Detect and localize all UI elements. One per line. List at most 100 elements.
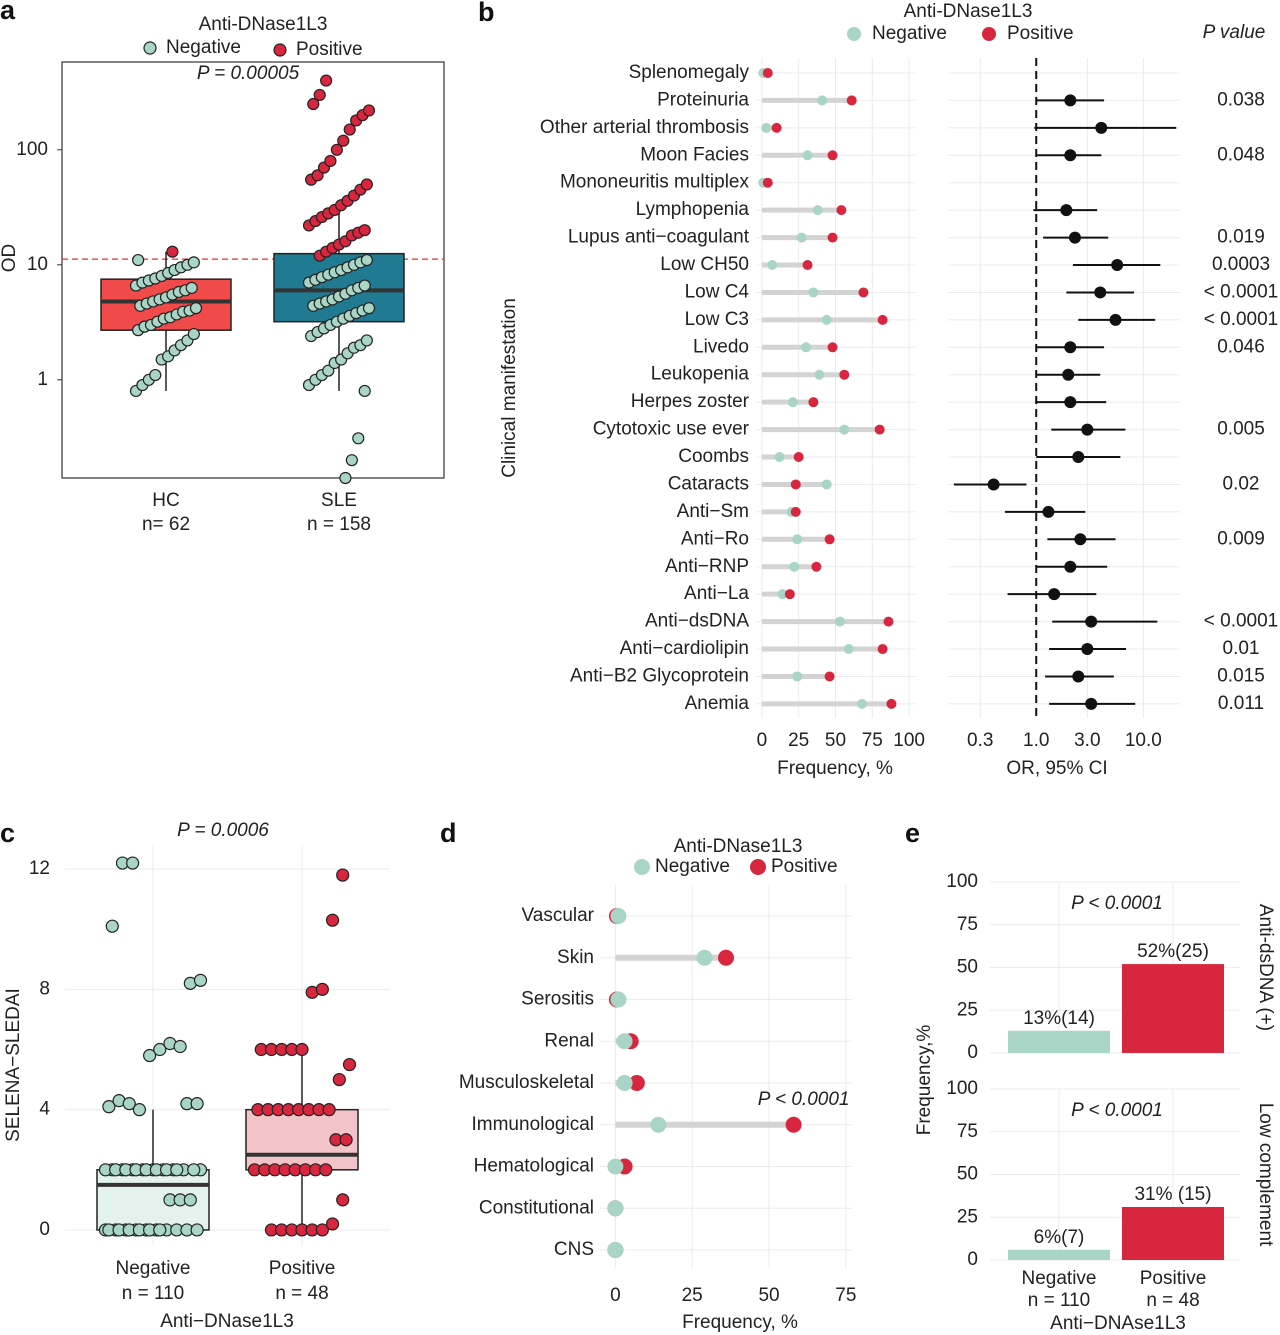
- x-tick-label: 75: [835, 1285, 856, 1306]
- row-label: Low CH50: [660, 254, 749, 275]
- dot: [610, 908, 627, 924]
- dot: [616, 1033, 633, 1050]
- strip-label: Anti-dsDNA (+): [1255, 904, 1276, 1031]
- or-point: [1081, 643, 1094, 656]
- dot: [796, 232, 807, 243]
- annotation: P < 0.0001: [1071, 1100, 1163, 1121]
- row-label: CNS: [554, 1239, 594, 1260]
- point: [173, 1039, 187, 1054]
- row-label: Anti−B2 Glycoprotein: [570, 665, 749, 686]
- dot: [790, 479, 801, 490]
- dot: [883, 616, 894, 627]
- p-value: 0.046: [1217, 336, 1265, 357]
- or-point: [1064, 149, 1077, 162]
- point: [315, 982, 329, 996]
- dot: [610, 991, 627, 1008]
- point: [336, 868, 350, 882]
- legend-swatch: [847, 27, 861, 41]
- n-label: n = 110: [1028, 1290, 1091, 1311]
- row-label: Livedo: [693, 336, 749, 357]
- point: [315, 1223, 329, 1237]
- x-axis-title: OR, 95% CI: [1006, 758, 1107, 779]
- dot: [886, 698, 897, 709]
- y-tick-label: 4: [39, 1099, 50, 1120]
- dot: [839, 424, 850, 435]
- point: [360, 334, 373, 347]
- row-label: Mononeuritis multiplex: [560, 172, 750, 193]
- bar: [1008, 1249, 1110, 1260]
- point: [336, 1193, 350, 1207]
- or-point: [1064, 560, 1077, 573]
- or-point: [1062, 368, 1075, 381]
- or-point: [1064, 94, 1077, 107]
- y-tick-label: 10: [27, 254, 48, 275]
- point: [189, 302, 203, 315]
- x-axis-title: Frequency, %: [777, 758, 893, 779]
- dot: [793, 452, 804, 463]
- dot: [817, 95, 828, 106]
- y-tick-label: 100: [946, 1078, 978, 1099]
- point: [190, 1097, 204, 1111]
- or-point: [1072, 670, 1085, 683]
- point: [330, 143, 343, 156]
- point: [339, 1133, 353, 1147]
- dot: [767, 260, 778, 271]
- p-value: 0.0003: [1212, 254, 1270, 275]
- legend-label: Negative: [872, 23, 947, 44]
- row-label: Anti−cardiolipin: [620, 638, 749, 659]
- x-tick-label: 0: [610, 1285, 621, 1306]
- value-label: 6%(7): [1034, 1227, 1085, 1248]
- p-value: 0.019: [1217, 227, 1265, 248]
- p-value: 0.009: [1217, 528, 1265, 549]
- point: [337, 134, 350, 147]
- dot: [774, 452, 785, 463]
- p-header: P value: [1203, 22, 1266, 43]
- x-tick-label: Positive: [1140, 1268, 1207, 1289]
- p-value: 0.038: [1217, 89, 1265, 110]
- y-axis-title: Frequency,%: [914, 1025, 935, 1136]
- n-label: n = 110: [122, 1283, 185, 1304]
- row-label: Moon Facies: [640, 144, 749, 165]
- point: [322, 1103, 336, 1117]
- dot: [718, 949, 734, 966]
- legend-swatch: [982, 27, 996, 41]
- dot: [811, 561, 822, 572]
- legend-swatch: [143, 41, 157, 55]
- row-label: Anti−Ro: [681, 528, 749, 549]
- dot: [824, 534, 835, 545]
- x-tick-label: Negative: [116, 1258, 191, 1279]
- row-label: Other arterial thrombosis: [540, 117, 749, 138]
- x-tick-label: 50: [825, 730, 846, 751]
- row-label: Vascular: [521, 905, 594, 926]
- or-point: [1064, 341, 1077, 354]
- legend-title: Anti-DNase1L3: [199, 14, 328, 35]
- point: [362, 104, 376, 117]
- point: [193, 973, 208, 987]
- dot: [771, 122, 782, 133]
- panel-label: e: [905, 818, 920, 848]
- or-point: [1048, 588, 1061, 601]
- y-axis-title: OD: [0, 244, 20, 273]
- row-label: Cataracts: [668, 473, 749, 494]
- dot: [790, 506, 801, 517]
- dot: [821, 479, 832, 490]
- y-tick-label: 50: [957, 1164, 978, 1185]
- legend-title: Anti-DNase1L3: [674, 836, 803, 857]
- point: [360, 253, 373, 267]
- point: [295, 1042, 309, 1057]
- dot: [607, 1200, 624, 1217]
- legend-label: Negative: [655, 856, 730, 877]
- row-label: Low C3: [685, 309, 749, 330]
- y-tick-label: 12: [29, 858, 50, 879]
- dot: [857, 698, 867, 709]
- point: [358, 224, 371, 237]
- row-label: Coombs: [678, 446, 749, 467]
- y-tick-label: 25: [957, 999, 978, 1020]
- p-value: 0.015: [1217, 665, 1265, 686]
- or-point: [1064, 396, 1077, 409]
- point: [153, 1042, 167, 1057]
- x-axis-title: Anti−DNase1L3: [160, 1311, 294, 1332]
- n-label: n = 158: [307, 514, 371, 535]
- point: [345, 454, 358, 467]
- dot: [789, 561, 800, 572]
